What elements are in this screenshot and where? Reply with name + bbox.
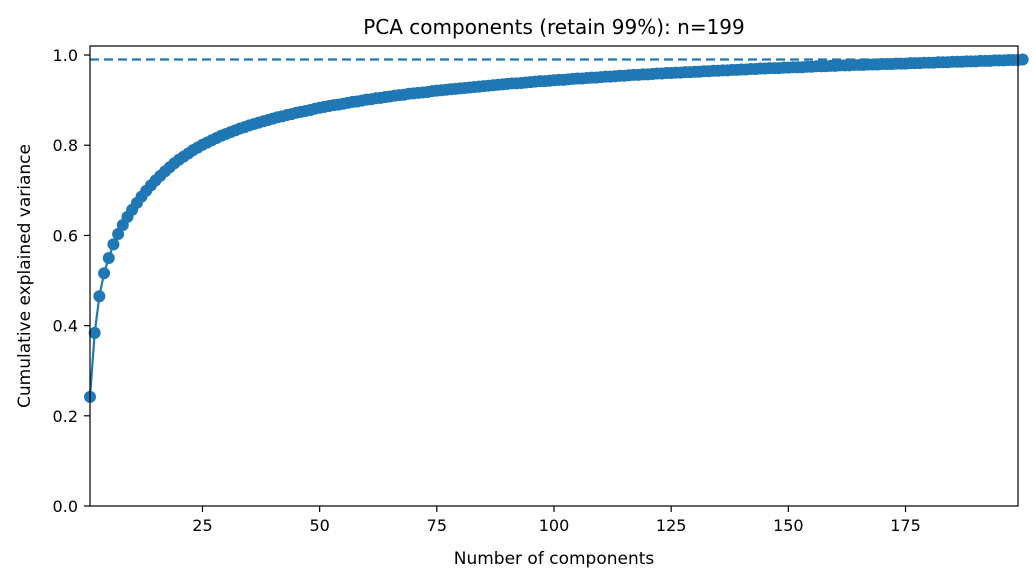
data-point — [1016, 53, 1029, 66]
x-tick-label: 50 — [309, 516, 329, 535]
data-point — [112, 228, 125, 241]
x-axis-ticks: 25 50 75 100 125 150 175 — [192, 506, 921, 535]
y-tick-label: 1.0 — [53, 46, 78, 65]
data-point — [102, 251, 115, 264]
x-axis-label: Number of components — [454, 549, 655, 569]
x-tick-label: 100 — [539, 516, 570, 535]
x-tick-label: 25 — [192, 516, 212, 535]
y-tick-label: 0.6 — [53, 226, 78, 245]
y-axis-ticks: 0.0 0.2 0.4 0.6 0.8 1.0 — [53, 46, 90, 516]
data-point — [88, 326, 101, 339]
y-tick-label: 0.2 — [53, 407, 78, 426]
data-point — [98, 267, 111, 280]
x-tick-label: 125 — [656, 516, 687, 535]
plot-area — [84, 53, 1029, 403]
data-point — [93, 290, 106, 303]
y-tick-label: 0.4 — [53, 317, 78, 336]
y-tick-label: 0.8 — [53, 136, 78, 155]
x-tick-label: 150 — [773, 516, 804, 535]
x-tick-label: 75 — [427, 516, 447, 535]
x-tick-label: 175 — [890, 516, 921, 535]
chart-title: PCA components (retain 99%): n=199 — [363, 15, 745, 39]
y-tick-label: 0.0 — [53, 497, 78, 516]
axes-frame — [89, 45, 1019, 507]
y-axis-label: Cumulative explained variance — [15, 144, 35, 408]
data-point — [107, 238, 120, 251]
